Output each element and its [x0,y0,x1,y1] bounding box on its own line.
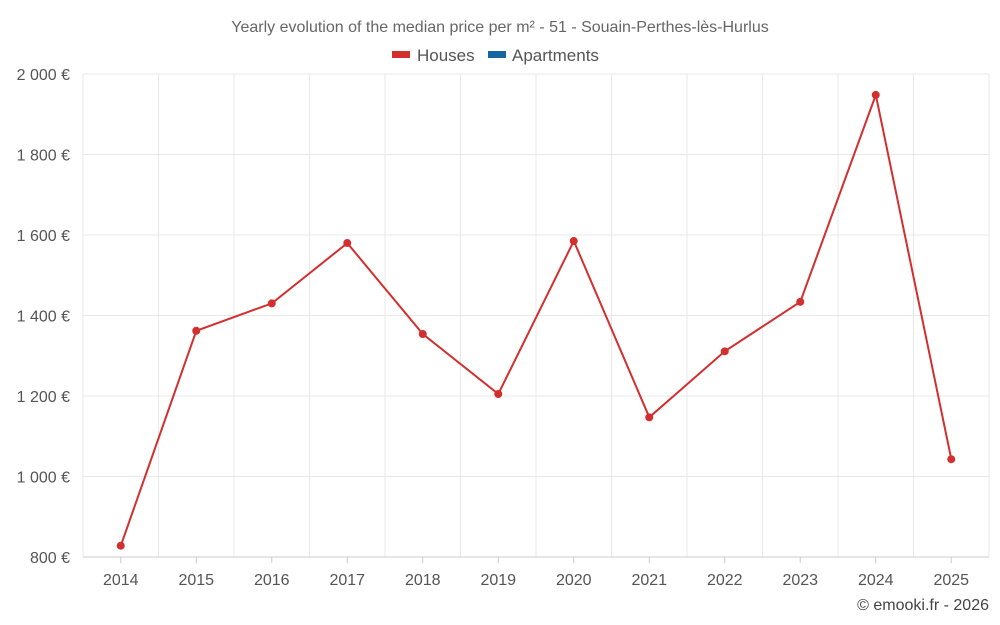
legend-swatch [488,51,506,58]
x-tick-label: 2025 [933,572,969,589]
y-tick-label: 800 € [30,550,70,567]
data-point-2021 [645,413,654,422]
x-tick-label: 2018 [405,572,441,589]
x-tick-label: 2016 [254,572,290,589]
x-tick-label: 2014 [103,572,139,589]
data-point-2016 [267,299,276,308]
data-point-2025 [947,455,956,464]
data-point-2014 [116,541,125,550]
x-tick-label: 2023 [782,572,818,589]
legend-item-houses: Houses [392,46,475,65]
y-tick-label: 1 000 € [17,470,70,487]
x-tick-label: 2021 [631,572,667,589]
series-houses [116,90,956,550]
series-line [119,91,953,547]
data-point-2019 [494,389,503,398]
legend-item-apartments: Apartments [488,46,599,65]
x-tick-label: 2015 [178,572,214,589]
data-point-2017 [343,239,352,248]
y-tick-label: 1 200 € [17,389,70,406]
chart-title: Yearly evolution of the median price per… [231,19,768,36]
series-group [116,90,956,550]
x-tick-labels: 2014 2015 2016 2017 2018 2019 2020 2021 2022 2023… [103,557,969,589]
y-tick-label: 1 600 € [17,228,70,245]
x-tick-label: 2020 [556,572,592,589]
data-point-2018 [418,330,427,339]
y-tick-label: 2 000 € [17,67,70,84]
legend-label: Houses [417,46,475,65]
credit-text: © emooki.fr - 2026 [857,597,989,614]
data-point-2020 [569,237,578,246]
y-tick-labels: 800 € 1 000 € 1 200 € 1 400 € 1 600 € 1 800 €… [17,67,70,567]
data-point-2023 [796,297,805,306]
legend-swatch [392,51,410,58]
y-tick-label: 1 400 € [17,309,70,326]
x-tick-label: 2024 [858,572,894,589]
legend: Houses Apartments [392,46,599,65]
x-tick-label: 2019 [480,572,516,589]
data-point-2015 [192,326,201,335]
x-tick-label: 2017 [329,572,365,589]
legend-label: Apartments [512,46,599,65]
data-point-2024 [871,90,880,99]
x-tick-label: 2022 [707,572,743,589]
y-tick-label: 1 800 € [17,148,70,165]
data-point-2022 [720,347,729,356]
